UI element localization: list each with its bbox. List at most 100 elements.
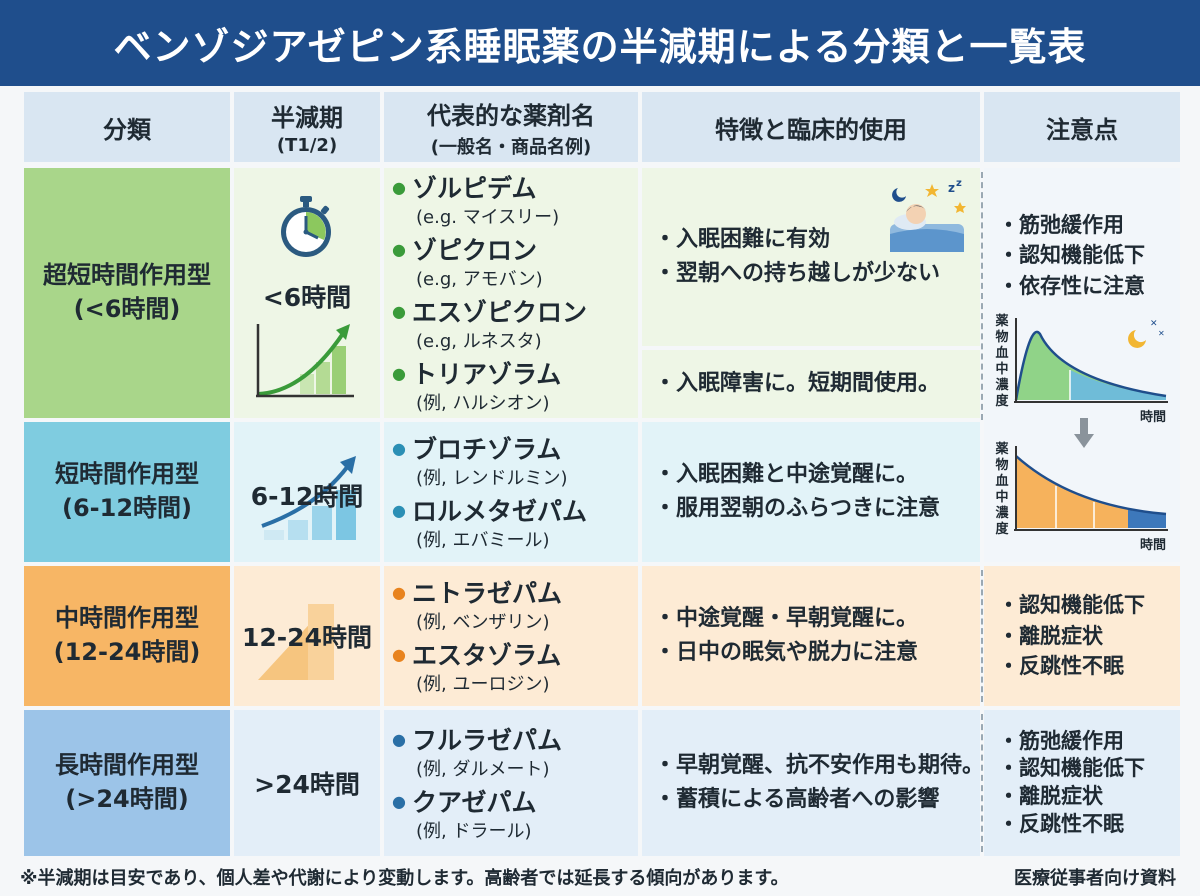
row2-halflife: 6-12時間 xyxy=(234,422,380,562)
drug-example: (例, ユーロジン) xyxy=(416,674,550,695)
triangle-shape-icon xyxy=(258,604,334,680)
header-halflife-sub: (T1/2) xyxy=(276,135,338,156)
graph-plot xyxy=(1014,446,1168,531)
bullet-dot: ● xyxy=(392,177,406,197)
header-category-label: 分類 xyxy=(103,115,151,144)
drug-example: (例, ダルメート) xyxy=(416,759,550,780)
note-line: ・依存性に注意 xyxy=(998,273,1145,298)
note-line: ・筋弛緩作用 xyxy=(998,213,1124,237)
drug-item: ● エスゾピクロン (e.g, ルネスタ) xyxy=(392,293,638,353)
stopwatch-icon xyxy=(281,196,331,257)
drug-example: (例, レンドルミン) xyxy=(416,468,568,489)
page-title: ベンゾジアゼピン系睡眠薬の半減期による分類と一覧表 xyxy=(113,24,1087,69)
drug-example: (e.g, アモバン) xyxy=(416,269,543,290)
graph-ylabel: 薬物血中濃度 xyxy=(995,442,1009,537)
drug-example: (例, ハルシオン) xyxy=(416,393,550,414)
row1-category-name: 超短時間作用型 xyxy=(43,261,211,290)
svg-text:✕: ✕ xyxy=(1158,329,1165,338)
drug-name: ニトラゼパム xyxy=(411,579,562,608)
bullet-dot: ● xyxy=(392,644,406,664)
concentration-graph-long: 薬物血中濃度 時間 xyxy=(994,442,1172,553)
feature-line: ・入眠困難と中途覚醒に。 xyxy=(654,461,919,487)
note-line: ・反跳性不眠 xyxy=(998,654,1124,679)
header-notes: 注意点 xyxy=(984,92,1180,162)
row3-category-name: 中時間作用型 xyxy=(55,604,199,633)
drug-item: ● ブロチゾラム (例, レンドルミン) xyxy=(392,430,638,490)
row3-notes: ・認知機能低下 ・離脱症状 ・反跳性不眠 xyxy=(984,566,1180,706)
row1-drugs: ● ゾルピデム (e.g. マイスリー) ● ゾピクロン (e.g, アモバン) ●… xyxy=(384,168,638,418)
header-drugs: 代表的な薬剤名 (一般名・商品名例) xyxy=(384,92,638,162)
header-halflife-label: 半減期 xyxy=(271,104,343,132)
divider xyxy=(981,570,983,702)
row1-features-2: ・入眠障害に。短期間使用。 xyxy=(642,350,980,418)
drug-item: ● ロルメタゼパム (例, エバミール) xyxy=(392,492,638,552)
arrow-down-icon xyxy=(1074,418,1094,448)
feature-line: ・日中の眠気や脱力に注意 xyxy=(654,640,919,665)
row4-features: ・早朝覚醒、抗不安作用も期待。 ・蓄積による高齢者への影響 xyxy=(642,710,985,856)
drug-example: (例, エバミール) xyxy=(416,530,550,551)
header-notes-label: 注意点 xyxy=(1046,115,1118,144)
drug-name: ロルメタゼパム xyxy=(411,497,587,526)
bullet-dot: ● xyxy=(392,301,406,321)
drug-item: ● クアゼパム (例, ドラール) xyxy=(392,783,638,843)
drug-example: (例, ドラール) xyxy=(416,821,532,842)
row4-halflife-value: >24時間 xyxy=(254,770,360,799)
row1-halflife: <6時間 xyxy=(234,168,380,418)
concentration-graph-short: 薬物血中濃度 ✕ ✕ 時間 xyxy=(994,314,1172,425)
row2-category: 短時間作用型 (6-12時間) xyxy=(24,422,230,562)
note-line: ・反跳性不眠 xyxy=(998,811,1124,836)
drug-item: ● ニトラゼパム (例, ベンザリン) xyxy=(392,574,638,634)
drug-name: エスゾピクロン xyxy=(411,298,587,327)
row4-notes: ・筋弛緩作用 ・認知機能低下 ・離脱症状 ・反跳性不眠 xyxy=(984,710,1180,856)
note-line: ・認知機能低下 xyxy=(998,593,1145,618)
row3-category: 中時間作用型 (12-24時間) xyxy=(24,566,230,706)
row3-category-range: (12-24時間) xyxy=(53,638,201,666)
feature-line: ・服用翌朝のふらつきに注意 xyxy=(654,496,941,521)
bullet-dot: ● xyxy=(392,363,406,383)
feature-line: ・蓄積による高齢者への影響 xyxy=(654,787,940,812)
sleeping-person-icon: z z xyxy=(890,178,966,252)
feature-line: ・翌朝への持ち越しが少ない xyxy=(654,261,941,286)
drug-item: ● ゾピクロン (e.g, アモバン) xyxy=(392,231,638,291)
bullet-dot: ● xyxy=(392,791,406,811)
svg-text:z: z xyxy=(948,181,955,195)
row2-category-range: (6-12時間) xyxy=(62,494,192,522)
svg-text:✕: ✕ xyxy=(1150,319,1158,329)
row2-drugs: ● ブロチゾラム (例, レンドルミン) ● ロルメタゼパム (例, エバミール) xyxy=(384,422,638,562)
row4-drugs: ● フルラゼパム (例, ダルメート) ● クアゼパム (例, ドラール) xyxy=(384,710,638,856)
row1-category-range: (<6時間) xyxy=(73,295,181,323)
note-line: ・認知機能低下 xyxy=(998,243,1145,268)
row3-drugs: ● ニトラゼパム (例, ベンザリン) ● エスタゾラム (例, ユーロジン) xyxy=(384,566,638,706)
drug-name: フルラゼパム xyxy=(411,726,562,755)
drug-name: ブロチゾラム xyxy=(411,435,562,464)
footer-note: ※半減期は目安であり、個人差や代謝により変動します。高齢者では延長する傾向があり… xyxy=(20,868,789,889)
row4-category: 長時間作用型 (>24時間) xyxy=(24,710,230,856)
feature-line: ・早朝覚醒、抗不安作用も期待。 xyxy=(654,752,985,778)
note-line: ・離脱症状 xyxy=(998,623,1103,648)
row1-halflife-value: <6時間 xyxy=(262,283,352,312)
header-drugs-label: 代表的な薬剤名 xyxy=(427,101,595,130)
drug-name: トリアゾラム xyxy=(411,360,562,389)
row4-halflife: >24時間 xyxy=(234,710,380,856)
feature-line: ・入眠障害に。短期間使用。 xyxy=(654,370,941,396)
title-bar: ベンゾジアゼピン系睡眠薬の半減期による分類と一覧表 xyxy=(0,0,1200,86)
drug-name: ゾルピデム xyxy=(411,174,537,203)
row3-halflife: 12-24時間 xyxy=(234,566,380,706)
drug-item: ● フルラゼパム (例, ダルメート) xyxy=(392,721,638,781)
feature-line: ・入眠困難に有効 xyxy=(654,226,831,252)
row2-halflife-value: 6-12時間 xyxy=(250,482,364,511)
row2-features: ・入眠困難と中途覚醒に。 ・服用翌朝のふらつきに注意 xyxy=(642,422,980,562)
row4-category-name: 長時間作用型 xyxy=(55,751,199,780)
bullet-dot: ● xyxy=(392,729,406,749)
drug-example: (e.g. マイスリー) xyxy=(416,207,560,228)
divider xyxy=(981,172,983,420)
svg-text:z: z xyxy=(956,178,962,189)
row2-category-name: 短時間作用型 xyxy=(55,460,199,489)
bullet-dot: ● xyxy=(392,500,406,520)
header-category: 分類 xyxy=(24,92,230,162)
divider xyxy=(981,714,983,852)
graph-xlabel: 時間 xyxy=(1139,538,1166,553)
drug-example: (例, ベンザリン) xyxy=(416,612,550,633)
rising-chart-icon xyxy=(256,324,354,398)
rising-bars-icon xyxy=(261,456,356,540)
